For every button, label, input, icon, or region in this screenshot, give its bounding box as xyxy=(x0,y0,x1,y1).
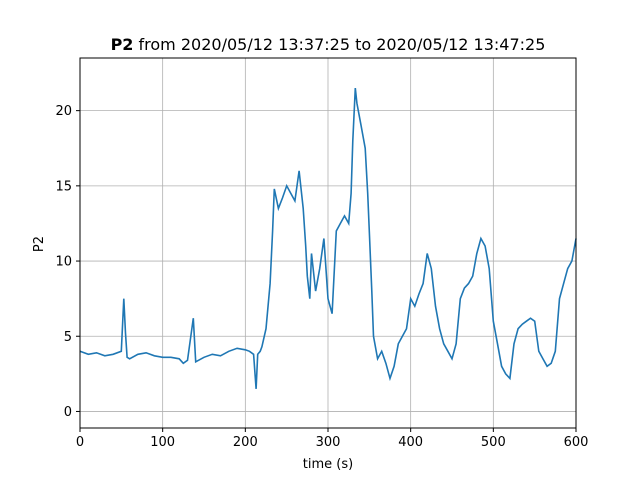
x-tick-label: 0 xyxy=(76,435,84,450)
chart-title-rest: from 2020/05/12 13:37:25 to 2020/05/12 1… xyxy=(133,35,545,54)
plot-area xyxy=(79,88,577,389)
chart-title-bold: P2 xyxy=(111,35,134,54)
series-line xyxy=(79,88,577,389)
axes: 0 100 200 300 400 500 600 0 5 10 15 20 xyxy=(55,57,589,450)
y-tick-label: 15 xyxy=(55,179,72,194)
y-tick-label: 5 xyxy=(64,330,72,345)
x-tick-label: 300 xyxy=(316,435,341,450)
y-tick-label: 0 xyxy=(64,405,72,420)
y-tick-label: 20 xyxy=(55,104,72,119)
y-axis-label: P2 xyxy=(32,236,47,252)
x-tick-label: 500 xyxy=(481,435,506,450)
x-tick-label: 200 xyxy=(233,435,258,450)
x-tick-label: 100 xyxy=(150,435,175,450)
grid xyxy=(79,58,577,428)
x-tick-label: 400 xyxy=(398,435,423,450)
y-tick-label: 10 xyxy=(55,255,72,270)
x-tick-label: 600 xyxy=(564,435,589,450)
x-axis-label: time (s) xyxy=(303,457,353,472)
chart-title: P2 from 2020/05/12 13:37:25 to 2020/05/1… xyxy=(111,35,546,54)
